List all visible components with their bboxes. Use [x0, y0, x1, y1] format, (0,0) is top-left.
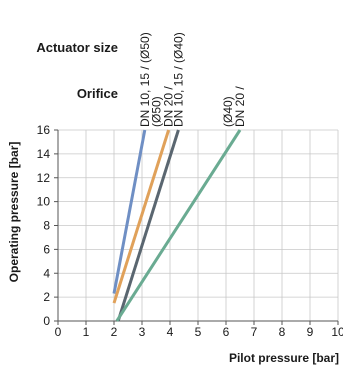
- grid: [58, 129, 339, 321]
- y-tick-label: 14: [37, 147, 51, 161]
- x-tick-label: 10: [331, 325, 343, 339]
- series-line-2: [112, 129, 171, 304]
- y-tick-label: 0: [43, 314, 50, 328]
- y-tick-label: 4: [43, 266, 50, 280]
- x-tick-label: 1: [83, 325, 90, 339]
- y-tick-label: 16: [37, 123, 51, 137]
- series-line-3: [116, 129, 180, 322]
- x-tick-label: 4: [167, 325, 174, 339]
- actuator-size-label: Actuator size: [36, 40, 118, 55]
- y-axis-label: Operating pressure [bar]: [7, 142, 21, 283]
- orifice-size-label: (Ø50): [150, 96, 164, 127]
- x-tick-label: 6: [223, 325, 230, 339]
- orifice-label: Orifice: [77, 86, 118, 101]
- y-tick-label: 12: [37, 171, 51, 185]
- y-tick-label: 10: [37, 195, 51, 209]
- x-tick-label: 0: [55, 325, 62, 339]
- x-tick-label: 8: [279, 325, 286, 339]
- orifice-size-label: DN 10, 15 / (Ø40): [171, 32, 185, 127]
- column-labels: DN 10, 15 / (Ø50) DN 20 /(Ø50) DN 10, 15 /…: [138, 32, 247, 127]
- series-line-1: [112, 129, 147, 294]
- orifice-size-label: DN 20 /: [162, 86, 176, 127]
- series-line-4: [115, 129, 242, 322]
- x-tick-label: 2: [111, 325, 118, 339]
- orifice-size-label: (Ø40): [221, 96, 235, 127]
- y-tick-label: 2: [43, 290, 50, 304]
- orifice-size-label: DN 10, 15 / (Ø50): [138, 32, 152, 127]
- x-tick-label: 7: [251, 325, 258, 339]
- x-tick-label: 5: [195, 325, 202, 339]
- y-tick-label: 8: [43, 219, 50, 233]
- x-axis-label: Pilot pressure [bar]: [229, 351, 339, 365]
- y-tick-label: 6: [43, 242, 50, 256]
- orifice-size-label: DN 20 /: [233, 86, 247, 127]
- x-tick-label: 3: [139, 325, 146, 339]
- series-group: [112, 129, 242, 322]
- x-tick-label: 9: [307, 325, 314, 339]
